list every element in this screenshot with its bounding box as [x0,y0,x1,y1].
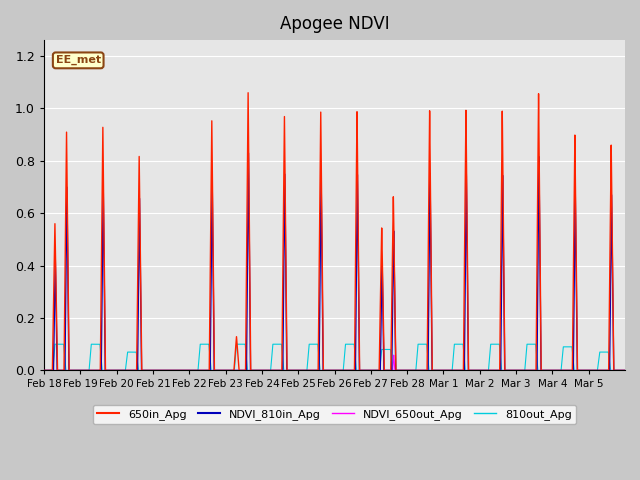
Legend: 650in_Apg, NDVI_810in_Apg, NDVI_650out_Apg, 810out_Apg: 650in_Apg, NDVI_810in_Apg, NDVI_650out_A… [93,405,577,424]
Text: EE_met: EE_met [56,55,100,65]
Title: Apogee NDVI: Apogee NDVI [280,15,389,33]
